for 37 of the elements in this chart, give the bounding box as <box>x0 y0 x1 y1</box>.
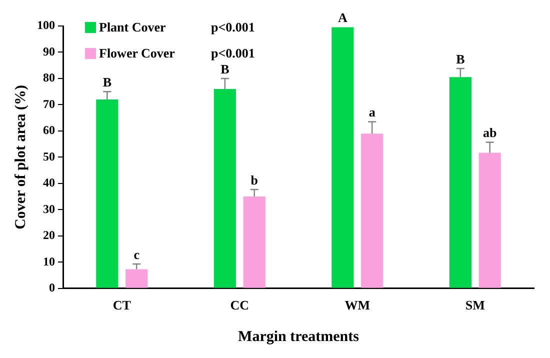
bar <box>332 27 354 288</box>
x-tick-label: CC <box>230 298 250 313</box>
data-label: c <box>134 246 140 262</box>
y-tick-label: 20 <box>43 228 55 242</box>
data-label: a <box>368 104 376 120</box>
bar <box>214 88 236 288</box>
y-tick-label: 50 <box>43 149 55 164</box>
data-label: B <box>220 61 230 76</box>
y-tick-label: 80 <box>43 70 55 85</box>
data-label: ab <box>482 125 497 140</box>
x-tick-label: WM <box>344 298 370 313</box>
data-label: b <box>250 172 258 188</box>
y-tick-label: 90 <box>43 44 55 58</box>
bar <box>243 196 266 288</box>
bar <box>361 134 384 288</box>
y-axis-title: Cover of plot area (%) <box>12 84 29 230</box>
legend-label: Plant Cover <box>99 19 166 34</box>
y-tick-label: 100 <box>37 18 55 32</box>
legend-label: Flower Cover <box>99 45 176 60</box>
y-tick-label: 40 <box>43 176 55 190</box>
bar <box>96 99 118 288</box>
bar <box>126 269 148 288</box>
x-tick-label: SM <box>465 298 485 313</box>
data-label: B <box>102 74 112 90</box>
bar <box>449 77 472 288</box>
data-label: A <box>338 10 348 26</box>
annotation: p<0.001 <box>211 19 255 34</box>
x-tick-label: CT <box>112 298 132 313</box>
y-tick-label: 10 <box>43 254 55 268</box>
bar <box>478 152 501 288</box>
y-tick-label: 30 <box>43 202 55 216</box>
y-tick-label: 0 <box>49 280 55 294</box>
y-tick-label: 60 <box>43 123 55 138</box>
x-axis-title: Margin treatments <box>238 328 360 345</box>
data-label: B <box>456 51 466 66</box>
annotation: p<0.001 <box>211 45 255 60</box>
y-tick-label: 70 <box>43 96 55 111</box>
